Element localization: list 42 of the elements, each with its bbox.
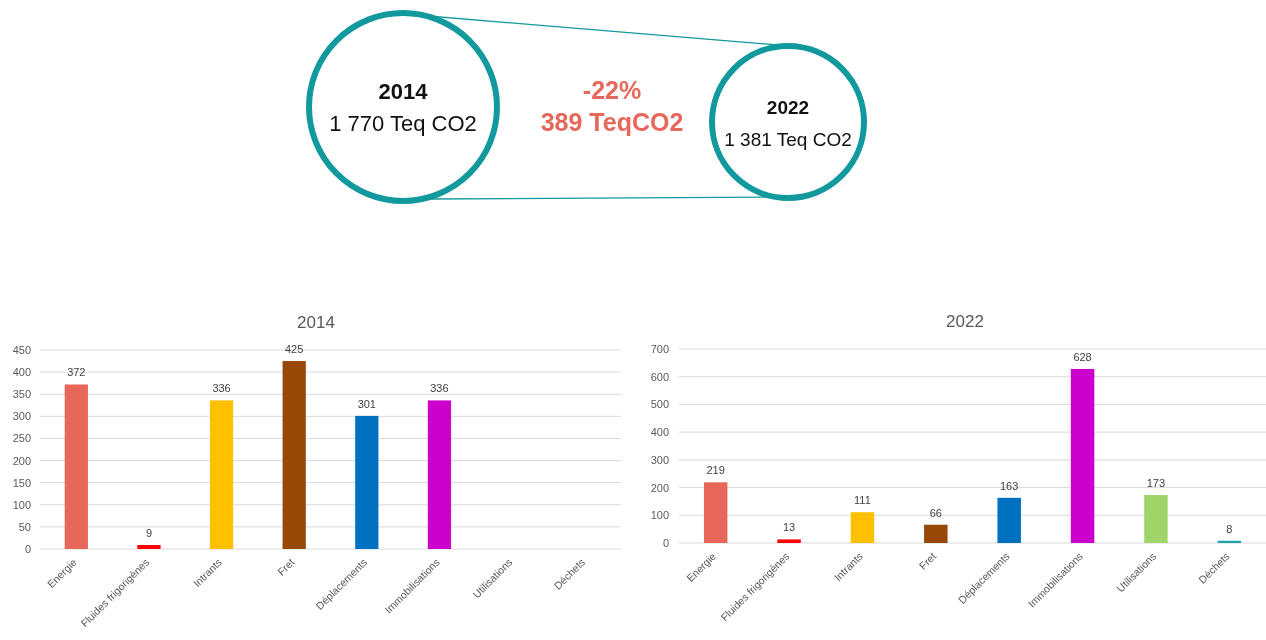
text: 2022 bbox=[766, 97, 810, 118]
text: 1 770 Teq CO2 bbox=[329, 111, 477, 136]
data-label: 301 bbox=[357, 397, 376, 410]
y-tick-label: 0 bbox=[24, 543, 31, 556]
data-label: 9 bbox=[145, 527, 152, 540]
data-label: 173 bbox=[1146, 477, 1166, 490]
data-label: 163 bbox=[1000, 479, 1019, 492]
x-tick-label: Fret bbox=[916, 549, 939, 572]
y-tick-label: 100 bbox=[650, 509, 669, 522]
data-label: 628 bbox=[1073, 350, 1092, 363]
y-tick-label: 300 bbox=[12, 410, 31, 423]
text: 2014 bbox=[378, 79, 429, 104]
data-label: 111 bbox=[854, 494, 871, 507]
y-tick-label: 300 bbox=[650, 453, 669, 466]
y-tick-label: 150 bbox=[12, 476, 31, 489]
text: 389 TeqCO2 bbox=[540, 108, 684, 136]
x-tick-label: Fret bbox=[274, 555, 297, 578]
y-tick-label: 400 bbox=[12, 366, 31, 379]
y-tick-label: 0 bbox=[662, 537, 669, 550]
y-tick-label: 100 bbox=[12, 498, 31, 511]
y-tick-label: 400 bbox=[650, 426, 669, 439]
data-label: 425 bbox=[285, 343, 304, 356]
y-tick-label: 200 bbox=[12, 454, 31, 467]
y-tick-label: 700 bbox=[650, 343, 669, 356]
y-tick-label: 500 bbox=[650, 398, 669, 411]
chart-title: 2014 bbox=[297, 313, 335, 332]
y-tick-label: 600 bbox=[650, 370, 669, 383]
data-label: 66 bbox=[929, 506, 942, 519]
y-tick-label: 450 bbox=[12, 344, 31, 357]
y-tick-label: 50 bbox=[18, 520, 31, 533]
data-label: 219 bbox=[706, 464, 725, 477]
y-tick-label: 200 bbox=[650, 481, 669, 494]
y-tick-label: 350 bbox=[12, 388, 31, 401]
data-label: 8 bbox=[1226, 522, 1233, 535]
text: 1 381 Teq CO2 bbox=[724, 129, 852, 150]
data-label: 13 bbox=[782, 521, 796, 534]
data-label: 336 bbox=[212, 382, 231, 395]
y-tick-label: 250 bbox=[12, 432, 31, 445]
text: -22% bbox=[582, 76, 642, 104]
data-label: 336 bbox=[430, 382, 449, 395]
chart-title: 2022 bbox=[946, 312, 984, 331]
data-label: 372 bbox=[67, 366, 86, 379]
